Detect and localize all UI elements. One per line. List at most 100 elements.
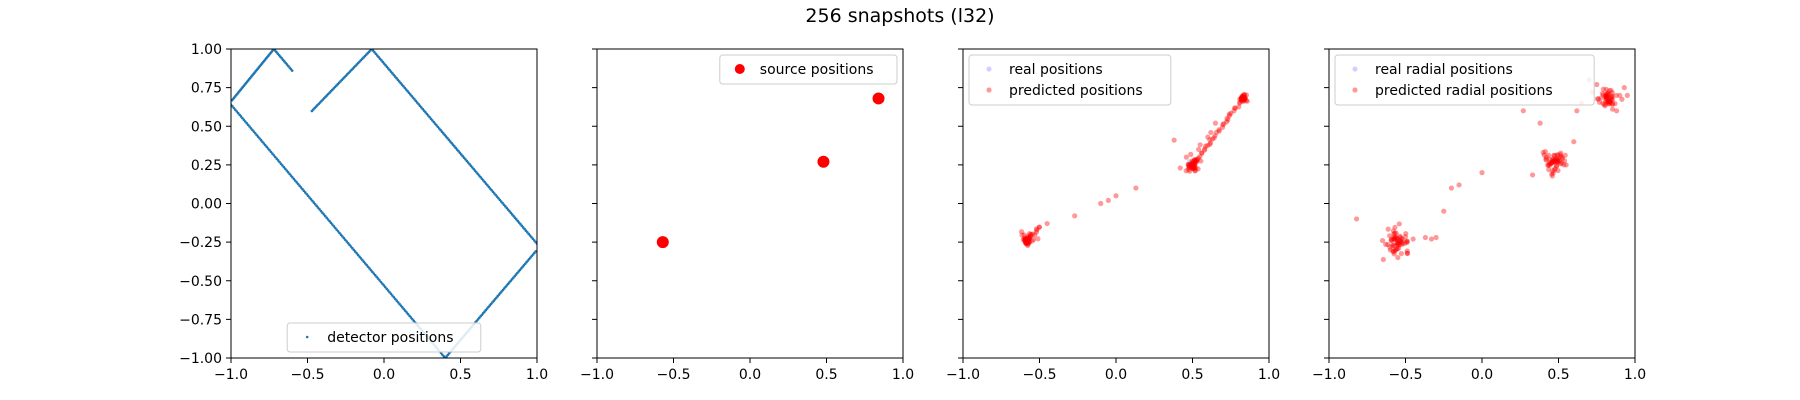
data-point xyxy=(1545,162,1551,168)
data-point xyxy=(1540,149,1546,156)
x-tick-label: 0.0 xyxy=(1105,367,1127,383)
data-point xyxy=(1396,245,1402,251)
data-point xyxy=(1398,250,1404,257)
data-point xyxy=(872,92,885,105)
data-point xyxy=(1395,239,1401,245)
legend-marker xyxy=(1352,87,1358,93)
data-point xyxy=(1595,96,1602,102)
data-point xyxy=(1231,108,1237,114)
data-point xyxy=(292,177,296,181)
data-point xyxy=(1561,158,1568,164)
data-point xyxy=(1240,98,1246,105)
data-point xyxy=(1207,137,1213,143)
data-point xyxy=(1022,238,1028,244)
data-point xyxy=(1240,96,1246,102)
data-point xyxy=(1404,238,1410,244)
subplot-4: −1.0 −0.5 0.0 0.5 1.0 real radial positions pr… xyxy=(1312,48,1646,383)
data-point xyxy=(1608,94,1614,101)
legend-marker xyxy=(986,87,992,93)
data-point xyxy=(1549,159,1555,165)
data-point xyxy=(1192,168,1198,174)
subplots: −1.0 −0.5 0.0 0.5 1.0 1.00 0.75 0.50 0.25 0.00 −0.… xyxy=(179,42,1646,383)
figure-title: 256 snapshots (l32) xyxy=(805,5,994,27)
data-point xyxy=(1604,93,1610,99)
data-point xyxy=(1240,94,1247,100)
data-point xyxy=(1023,238,1030,244)
x-tick-label: −0.5 xyxy=(291,367,325,383)
data-point xyxy=(1240,96,1247,102)
data-point xyxy=(1390,243,1396,249)
x-tick-label: −1.0 xyxy=(580,367,614,383)
data-point xyxy=(1594,81,1600,88)
data-point xyxy=(1563,162,1569,168)
data-point xyxy=(1032,232,1038,238)
x-tick-label: −1.0 xyxy=(1312,367,1346,383)
data-point xyxy=(1194,159,1200,165)
data-point xyxy=(1183,168,1189,174)
data-point xyxy=(1392,224,1398,230)
data-point xyxy=(1190,163,1196,170)
legend-box xyxy=(1334,54,1595,106)
data-point xyxy=(1397,242,1403,248)
data-point xyxy=(1606,95,1612,102)
data-point xyxy=(1433,234,1439,241)
data-point xyxy=(310,109,314,113)
data-point xyxy=(1398,239,1404,245)
y-tick-label: 0.00 xyxy=(191,197,222,213)
x-tick-label: 0.5 xyxy=(1547,367,1569,383)
legend-label: detector positions xyxy=(327,330,453,346)
series-1 xyxy=(231,49,537,358)
data-point xyxy=(1555,159,1561,165)
data-point xyxy=(1190,165,1196,171)
data-point xyxy=(1025,236,1031,242)
data-point xyxy=(1479,170,1485,176)
data-point xyxy=(1171,137,1177,143)
data-point xyxy=(1198,158,1204,164)
data-point xyxy=(1189,162,1195,168)
data-point xyxy=(1391,236,1397,242)
legend-label: real radial positions xyxy=(1375,62,1513,78)
data-point xyxy=(1624,92,1630,98)
legend: source positions xyxy=(719,54,898,85)
x-tick-label: −1.0 xyxy=(214,367,248,383)
data-point xyxy=(1392,234,1399,241)
axes-frame xyxy=(596,48,904,359)
data-point xyxy=(1596,99,1603,105)
data-point xyxy=(1541,152,1547,158)
data-point xyxy=(1600,92,1606,98)
x-tick-label: 1.0 xyxy=(1624,367,1646,383)
data-point xyxy=(1023,238,1029,244)
data-point xyxy=(1399,236,1405,242)
data-point xyxy=(1237,96,1243,102)
data-point xyxy=(1034,227,1040,233)
data-point xyxy=(1552,159,1558,165)
data-point xyxy=(1239,94,1245,100)
series-2 xyxy=(1018,92,1250,249)
data-point xyxy=(1023,240,1030,246)
data-point xyxy=(1394,246,1400,252)
data-point xyxy=(1609,90,1615,96)
data-point xyxy=(1619,96,1625,102)
data-point xyxy=(1239,94,1246,100)
plot-area xyxy=(656,92,885,249)
data-point xyxy=(1605,99,1612,105)
data-point xyxy=(1397,238,1403,245)
data-point xyxy=(1548,160,1554,166)
data-point xyxy=(1391,235,1397,241)
data-point xyxy=(1554,156,1560,162)
data-point xyxy=(817,155,830,168)
data-point xyxy=(1609,96,1616,103)
data-point xyxy=(233,108,237,111)
data-point xyxy=(1242,95,1248,102)
data-point xyxy=(1241,97,1247,103)
data-point xyxy=(1025,236,1031,243)
data-point xyxy=(1197,142,1203,148)
data-point xyxy=(252,130,256,133)
x-tick-label: 0.5 xyxy=(1181,367,1203,383)
data-point xyxy=(1559,160,1565,166)
data-point xyxy=(1241,95,1248,102)
data-point xyxy=(1033,229,1039,235)
data-point xyxy=(1196,146,1202,153)
data-point xyxy=(1187,168,1193,174)
data-point xyxy=(1025,237,1031,243)
